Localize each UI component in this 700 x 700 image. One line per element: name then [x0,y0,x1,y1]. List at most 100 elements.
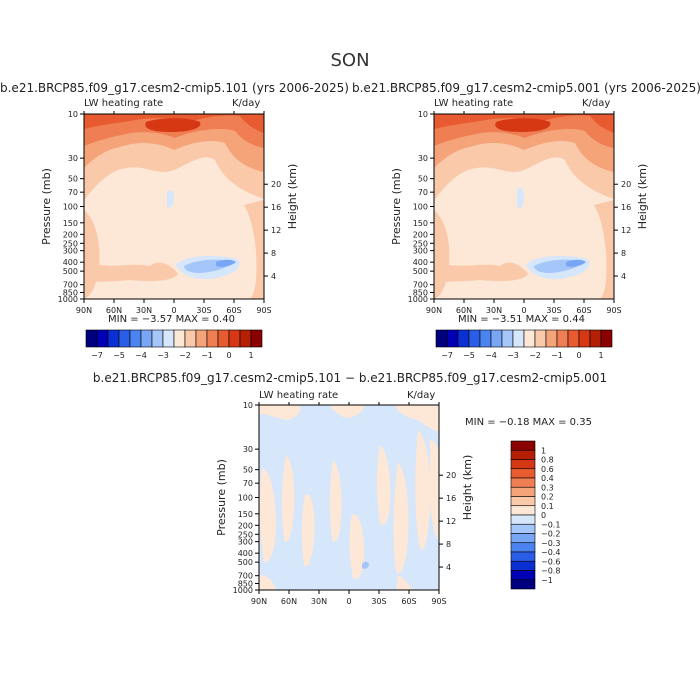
y-right-tick-label: 12 [621,226,631,235]
y-right-axis-title: Height (km) [636,164,649,230]
colorbar-swatch [250,329,263,348]
colorbar-swatch [510,459,536,470]
y-tick-label: 850 [63,288,78,297]
y-tick-label: 700 [413,281,428,290]
x-tick-label: 30N [136,306,152,315]
colorbar-swatch [510,570,536,581]
colorbar-swatch [435,329,448,348]
y-tick-label: 70 [243,479,253,488]
y-tick-label: 50 [418,175,428,184]
colorbar-swatch [501,329,514,348]
colorbar-swatch [107,329,120,348]
y-axis-title: Pressure (mb) [390,168,403,245]
y-axis-title: Pressure (mb) [40,168,53,245]
y-tick-label: 700 [238,572,253,581]
colorbar-swatch [85,329,98,348]
colorbar-swatch [510,468,536,479]
y-tick-label: 50 [243,466,253,475]
y-tick-label: 700 [63,281,78,290]
x-tick-label: 90S [431,597,446,606]
x-tick-label: 60S [401,597,416,606]
colorbar-swatch [510,533,536,544]
colorbar-label: −1 [201,351,213,360]
colorbar-swatch [228,329,241,348]
x-tick-label: 60N [281,597,297,606]
colorbar-label: −4 [485,351,497,360]
colorbar-swatch [523,329,536,348]
colorbar-label: 0.2 [541,493,554,502]
colorbar-label: −0.4 [541,548,560,557]
colorbar-swatch [589,329,602,348]
figure-title: SON [330,50,370,71]
colorbar-label: −1 [551,351,563,360]
y-tick-label: 200 [413,230,428,239]
colorbar-label: −2 [529,351,541,360]
colorbar-swatch [129,329,142,348]
y-right-tick-label: 8 [271,249,276,258]
x-tick-label: 30N [486,306,502,315]
colorbar-swatch [510,579,536,590]
panel-3-title: b.e21.BRCP85.f09_g17.cesm2-cmip5.101 − b… [92,371,608,385]
x-tick-label: 90S [256,306,271,315]
y-right-tick-label: 20 [446,471,456,480]
panel-3-axes: 90N 60N 30N 0 30S 60S 90S 10 30 50 70 100 150 2002503… [215,401,474,606]
colorbar-swatch [510,523,536,534]
colorbar-swatch [510,542,536,553]
x-tick-label: 60N [456,306,472,315]
x-tick-label: 60S [226,306,241,315]
x-tick-label: 90N [426,306,442,315]
colorbar-swatch [534,329,547,348]
panel-3-contours [259,405,439,590]
y-tick-label: 150 [238,510,253,519]
y-tick-label: 400 [63,258,78,267]
y-right-tick-label: 20 [621,180,631,189]
y-tick-label: 500 [63,267,78,276]
colorbar-swatch [510,505,536,516]
colorbar-label: 0.3 [541,483,554,492]
y-right-tick-label: 16 [446,494,456,503]
y-tick-label: 1000 [233,586,253,595]
colorbar-label: −5 [113,351,125,360]
colorbar-label: −4 [135,351,147,360]
y-tick-label: 10 [418,110,428,119]
colorbar-swatch [510,551,536,562]
x-tick-label: 0 [521,306,526,315]
y-right-tick-label: 20 [271,180,281,189]
colorbar-label: −3 [507,351,519,360]
colorbar-swatch [510,496,536,507]
x-tick-label: 60S [576,306,591,315]
colorbar-label: 1 [248,351,253,360]
panel-1-field-label: LW heating rate [84,98,164,109]
colorbar-swatch [556,329,569,348]
y-tick-label: 400 [238,549,253,558]
axes-layer: 90N 60N 30N 0 30S 60S 90S103050701001502002503… [40,110,649,606]
y-tick-label: 300 [63,247,78,256]
y-right-tick-label: 16 [621,203,631,212]
y-right-tick-label: 12 [271,226,281,235]
y-tick-label: 250 [413,239,428,248]
colorbar-swatch [184,329,197,348]
y-right-axis-title: Height (km) [461,455,474,521]
y-right-tick-label: 16 [271,203,281,212]
colorbar-label: −7 [91,351,103,360]
colorbar-swatch [510,477,536,488]
colorbar-label: −0.6 [541,557,560,566]
panel-2-field-label: LW heating rate [434,98,514,109]
colorbar-label: 0.6 [541,465,554,474]
y-right-tick-label: 12 [446,517,456,526]
colorbar-label: 0 [541,511,546,520]
colorbar-label: −0.2 [541,530,560,539]
colorbar-label: 0.1 [541,502,554,511]
x-tick-label: 90S [606,306,621,315]
colorbar-swatch [217,329,230,348]
y-tick-label: 30 [418,154,428,163]
colorbar-swatch [479,329,492,348]
y-tick-label: 70 [68,188,78,197]
y-right-tick-label: 4 [271,272,276,281]
colorbar-swatch [162,329,175,348]
colorbar-label: 0.4 [541,474,554,483]
panel-1-title: b.e21.BRCP85.f09_g17.cesm2-cmip5.101 (yr… [0,81,349,95]
colorbar-swatch [510,440,536,451]
colorbar-swatch [600,329,613,348]
panel-2-axes: 90N 60N 30N 0 30S 60S 90S 10 30 50 70 100 150 2002503… [390,110,649,315]
